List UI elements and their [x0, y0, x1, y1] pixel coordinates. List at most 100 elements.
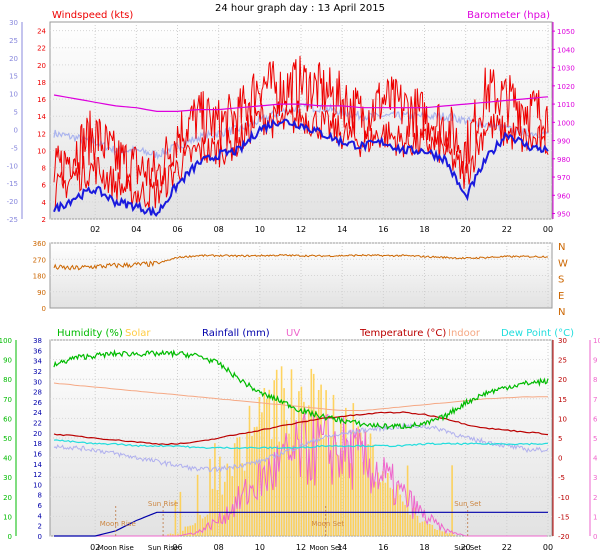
x-tick-label: 12 [296, 225, 306, 234]
x-tick-label: 14 [337, 543, 347, 552]
x-tick-label: 10 [255, 225, 265, 234]
solar-bar [194, 523, 196, 536]
y-rain-tick-label: 16 [33, 450, 42, 458]
y-rain-tick-label: 24 [33, 409, 42, 417]
series-line-dewpoint [53, 439, 549, 450]
event-annotation: Sun Set [454, 500, 481, 508]
solar-bar [303, 401, 305, 536]
solar-bar [354, 437, 357, 536]
y-dir-tick-label: 360 [33, 240, 46, 248]
solar-bar [201, 518, 204, 536]
solar-bar [308, 405, 310, 536]
solar-bar [359, 432, 362, 536]
solar-bar [256, 426, 258, 536]
solar-bar [293, 408, 295, 536]
y-left-tick-label: 6 [42, 182, 47, 190]
y-humidity-tick-label: 60 [3, 415, 12, 423]
y-uv-tick-label: 2 [593, 494, 597, 502]
y-rain-tick-label: 22 [33, 420, 42, 428]
solar-bar [206, 514, 209, 536]
event-label: Moon Rise [98, 544, 134, 552]
legend-uv: UV [286, 328, 300, 339]
y-left-tick-label: 24 [37, 28, 46, 36]
solar-bar [310, 368, 313, 536]
solar-bar [446, 533, 448, 536]
series-line-windavg [53, 118, 549, 217]
solar-bar [179, 491, 182, 536]
y-rain-tick-label: 14 [33, 461, 42, 469]
solar-bar [411, 508, 414, 536]
solar-bar [409, 514, 411, 536]
series-line-humidity [53, 348, 549, 431]
solar-bar [283, 388, 285, 536]
legend-windspeed: Windspeed (kts) [52, 10, 133, 21]
y-uv-tick-label: 10 [593, 337, 600, 345]
solar-bar [453, 534, 456, 536]
solar-bar [177, 533, 179, 536]
y-left-tick-label: 20 [37, 62, 46, 70]
y-right-tick-label: 970 [557, 174, 570, 182]
y-rain-tick-label: 36 [33, 347, 42, 355]
solar-bar [451, 465, 453, 536]
solar-bar [221, 494, 224, 536]
legend-rainfall: Rainfall (mm) [202, 328, 270, 339]
solar-bar [258, 397, 261, 536]
y-dir-tick-label: 90 [37, 289, 46, 297]
y-left2-tick-label: 15 [9, 73, 18, 81]
solar-bar [394, 498, 396, 536]
y-left2-tick-label: 5 [14, 109, 18, 117]
solar-bar [357, 426, 359, 536]
y-temp-tick-label: 30 [558, 337, 567, 345]
solar-bar [431, 524, 434, 536]
y-humidity-tick-label: 80 [3, 376, 12, 384]
y-right-tick-label: 1050 [557, 28, 575, 36]
solar-bar [241, 463, 243, 536]
solar-bar [209, 458, 211, 536]
y-uv-tick-label: 8 [593, 376, 597, 384]
y-humidity-tick-label: 100 [0, 337, 12, 345]
solar-bar [315, 410, 317, 536]
y-humidity-tick-label: 70 [3, 396, 12, 404]
y-humidity-tick-label: 40 [3, 455, 12, 463]
y-temp-tick-label: 0 [558, 455, 562, 463]
event-label: Sun Rise [148, 544, 178, 552]
solar-bar [169, 533, 172, 536]
solar-bar [419, 522, 421, 536]
solar-bar [312, 373, 315, 536]
y-temp-tick-label: -20 [558, 533, 569, 541]
solar-bar [174, 500, 177, 536]
solar-bar [187, 526, 189, 536]
y-uv-tick-label: 9 [593, 357, 597, 365]
y-dir-tick-label: 180 [33, 273, 46, 281]
compass-label: N [558, 242, 565, 253]
x-tick-label: 18 [419, 543, 429, 552]
y-left2-tick-label: 30 [9, 19, 18, 27]
y-right-tick-label: 980 [557, 156, 570, 164]
y-rain-tick-label: 38 [33, 337, 42, 345]
y-right-tick-label: 960 [557, 192, 570, 200]
y-temp-tick-label: -10 [558, 494, 569, 502]
solar-bar [214, 443, 216, 536]
event-label: Sun Set [454, 544, 481, 552]
x-tick-label: 20 [461, 543, 471, 552]
y-rain-tick-label: 30 [33, 378, 42, 386]
y-right-tick-label: 950 [557, 211, 570, 219]
y-rain-tick-label: 12 [33, 471, 42, 479]
y-left2-tick-label: -10 [7, 162, 18, 170]
solar-bar [399, 494, 401, 536]
y-uv-tick-label: 1 [593, 513, 597, 521]
solar-bar [300, 386, 303, 536]
y-rain-tick-label: 10 [33, 481, 42, 489]
y-right-tick-label: 1030 [557, 65, 575, 73]
solar-bar [325, 390, 327, 536]
y-rain-tick-label: 4 [38, 512, 43, 520]
solar-bar [317, 390, 320, 536]
event-annotation: Moon Rise [100, 520, 136, 528]
solar-bar [401, 501, 404, 536]
x-tick-label: 22 [502, 543, 512, 552]
event-annotation: Moon Set [311, 520, 344, 528]
solar-bar [448, 533, 451, 536]
solar-bar [436, 530, 438, 536]
solar-bar [424, 521, 426, 536]
